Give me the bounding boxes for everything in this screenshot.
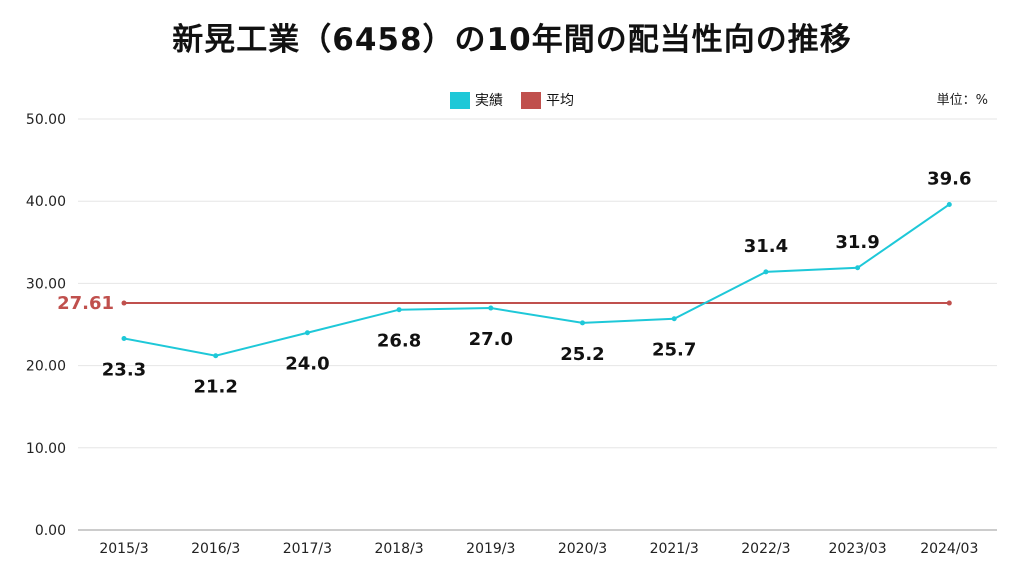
- legend-label-actual: 実績: [475, 93, 503, 109]
- data-label: 21.2: [193, 377, 237, 398]
- x-tick-label: 2015/3: [99, 541, 148, 557]
- data-label: 24.0: [285, 354, 329, 375]
- x-tick-label: 2018/3: [374, 541, 423, 557]
- actual-data-point: [121, 335, 127, 341]
- x-tick-label: 2016/3: [191, 541, 240, 557]
- unit-label: 単位：%: [936, 93, 988, 108]
- actual-data-point: [213, 353, 219, 359]
- legend-swatch-average: [521, 91, 541, 109]
- data-label: 39.6: [927, 168, 971, 189]
- data-label: 26.8: [377, 331, 421, 352]
- actual-data-point: [304, 330, 310, 336]
- x-tick-label: 2020/3: [558, 541, 607, 557]
- legend-label-average: 平均: [546, 93, 574, 109]
- actual-data-point: [946, 201, 952, 207]
- x-tick-label: 2023/03: [829, 541, 887, 557]
- data-label: 25.2: [560, 344, 604, 365]
- actual-series-line: [123, 203, 950, 357]
- x-tick-label: 2019/3: [466, 541, 515, 557]
- y-tick-label: 40.00: [26, 194, 66, 210]
- y-tick-label: 10.00: [26, 441, 66, 457]
- data-label: 31.4: [744, 236, 788, 257]
- legend-item-average: 平均: [521, 90, 574, 110]
- average-label: 27.61: [57, 293, 114, 314]
- data-label: 31.9: [835, 232, 879, 253]
- actual-data-point: [855, 265, 861, 271]
- chart-title: 新晃工業（6458）の10年間の配当性向の推移: [172, 22, 852, 58]
- average-point: [121, 300, 127, 306]
- y-tick-label: 30.00: [26, 276, 66, 292]
- actual-data-point: [488, 305, 494, 311]
- data-label: 25.7: [652, 340, 696, 361]
- legend: 実績 平均: [0, 90, 1024, 110]
- x-tick-label: 2022/3: [741, 541, 790, 557]
- y-tick-label: 0.00: [35, 523, 66, 539]
- average-point: [946, 300, 952, 306]
- x-tick-label: 2017/3: [283, 541, 332, 557]
- actual-data-point: [763, 269, 769, 275]
- y-tick-label: 20.00: [26, 359, 66, 375]
- data-label: 23.3: [102, 359, 146, 380]
- data-label: 27.0: [469, 329, 513, 350]
- x-tick-label: 2021/3: [650, 541, 699, 557]
- x-tick-label: 2024/03: [920, 541, 978, 557]
- legend-swatch-actual: [450, 91, 470, 109]
- y-tick-label: 50.00: [26, 112, 66, 128]
- actual-data-point: [580, 320, 585, 326]
- actual-data-point: [671, 316, 677, 322]
- actual-data-point: [396, 307, 402, 313]
- legend-item-actual: 実績: [450, 90, 503, 110]
